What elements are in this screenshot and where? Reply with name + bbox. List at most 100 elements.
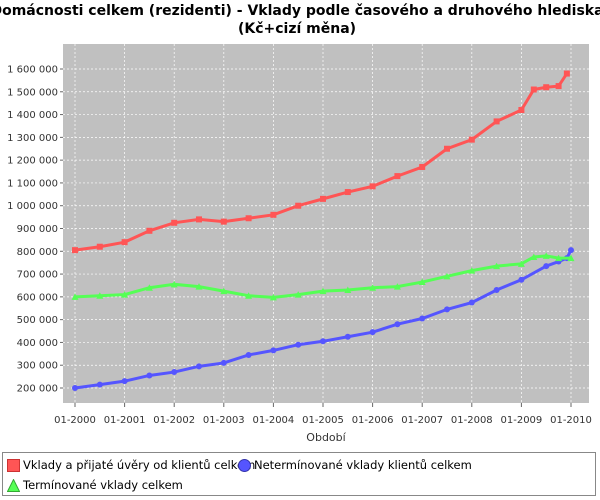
- y-tick-label: 700 000: [17, 270, 58, 281]
- series-1-point: [543, 84, 550, 91]
- chart-title-line2: (Kč+cizí měna): [238, 21, 356, 37]
- series-3-point: [220, 287, 228, 295]
- series-3-point: [567, 254, 575, 262]
- series-1-point: [369, 183, 376, 190]
- series-2-point: [220, 359, 227, 366]
- series-2-point: [146, 372, 153, 379]
- series-3-point: [517, 260, 525, 267]
- series-1-point: [121, 239, 128, 246]
- series-1-point: [270, 211, 277, 218]
- series-3-point: [319, 287, 327, 295]
- x-tick-label: 01-2002: [153, 415, 195, 426]
- y-tick-label: 800 000: [17, 247, 58, 258]
- legend-label-series-3: Termínované vklady celkem: [23, 478, 183, 492]
- series-2-point: [270, 347, 277, 354]
- series-1-point: [72, 247, 78, 254]
- y-tick-label: 900 000: [17, 224, 58, 235]
- y-tick-label: 500 000: [17, 315, 58, 326]
- series-2-point: [72, 385, 78, 391]
- series-2-point: [444, 306, 450, 313]
- series-3-point: [493, 262, 501, 270]
- x-tick-label: 01-2006: [352, 415, 394, 426]
- x-tick-label: 01-2008: [451, 415, 493, 426]
- series-1-point: [344, 189, 351, 196]
- series-2-point: [121, 378, 128, 385]
- series-1-point: [444, 145, 450, 152]
- x-axis: 01-2000 01-2001 01-2002 01-2003 01-2004 01-20…: [54, 403, 592, 426]
- legend-item-series-3: Termínované vklady celkem: [7, 478, 183, 492]
- x-tick-label: 01-2004: [253, 415, 295, 426]
- chart-title-line1: Domácnosti celkem (rezidenti) - Vklady p…: [0, 3, 600, 19]
- series-2-point: [320, 338, 326, 345]
- series-2-point: [493, 287, 500, 294]
- y-axis: 200 000 300 000 400 000 500 000 600 000 700 0…: [7, 65, 63, 395]
- series-1-point: [419, 163, 426, 170]
- series-1-point: [530, 86, 537, 93]
- series-1-point: [96, 243, 103, 250]
- series-3-point: [393, 283, 401, 290]
- legend-item-series-1: Vklady a přijaté úvěry od klientů celkem: [7, 458, 255, 472]
- series-2-point: [171, 369, 178, 376]
- legend-triangle-marker-icon: [7, 478, 20, 492]
- series-3-point: [245, 292, 253, 299]
- series-3-point: [530, 253, 538, 260]
- series-3-point: [468, 267, 476, 274]
- series-3-point: [71, 293, 79, 300]
- x-tick-label: 01-2005: [302, 415, 344, 426]
- series-3-point: [294, 291, 302, 298]
- series-3-point: [121, 291, 129, 298]
- x-tick-label: 01-2007: [401, 415, 443, 426]
- y-tick-label: 200 000: [17, 384, 58, 395]
- legend-item-series-2: Netermínované vklady klientů celkem: [238, 458, 472, 472]
- x-tick-label: 01-2010: [550, 415, 592, 426]
- series-3-point: [443, 272, 451, 280]
- series-1-point: [171, 219, 178, 226]
- series-1-point: [146, 227, 153, 234]
- y-tick-label: 1 100 000: [7, 178, 58, 189]
- series-1-point: [493, 118, 500, 125]
- series-3-point: [145, 284, 153, 291]
- x-tick-label: 01-2009: [501, 415, 543, 426]
- y-tick-label: 1 400 000: [7, 110, 58, 121]
- series-1-point: [295, 202, 302, 209]
- series-3-point: [170, 280, 178, 288]
- y-tick-label: 400 000: [17, 338, 58, 349]
- series-1-point: [394, 173, 401, 180]
- series-2-point: [568, 247, 574, 254]
- y-tick-label: 600 000: [17, 292, 58, 303]
- series-2-point: [344, 333, 351, 340]
- series-2-point: [543, 263, 550, 270]
- x-tick-label: 01-2001: [104, 415, 146, 426]
- y-tick-label: 1 300 000: [7, 133, 58, 144]
- y-tick-label: 1 000 000: [7, 201, 58, 212]
- series-2-point: [295, 341, 302, 348]
- series-1-point: [196, 216, 202, 223]
- series-1-point: [468, 136, 475, 143]
- series-1-point: [220, 218, 227, 225]
- legend: Vklady a přijaté úvěry od klientů celkem…: [2, 452, 596, 496]
- series-2-point: [394, 321, 401, 328]
- series-3-point: [344, 286, 352, 294]
- series-2-point: [468, 299, 475, 306]
- series-2-point: [419, 315, 426, 322]
- series-2-point: [245, 351, 252, 358]
- plot-area: [63, 44, 589, 403]
- series-1-point: [563, 70, 570, 77]
- series-3-point: [542, 252, 550, 259]
- series-1-point: [320, 195, 326, 202]
- series-2-point: [196, 363, 202, 370]
- x-axis-title: Období: [306, 431, 346, 444]
- series-1-point: [518, 107, 525, 114]
- series-2-point: [518, 276, 525, 283]
- series-3-point: [418, 278, 426, 286]
- y-tick-label: 1 600 000: [7, 65, 58, 76]
- y-tick-label: 1 500 000: [7, 87, 58, 98]
- legend-circle-marker-icon: [238, 458, 251, 472]
- series-3-point: [269, 293, 277, 301]
- series-3-point: [555, 254, 563, 262]
- y-tick-label: 300 000: [17, 361, 58, 372]
- legend-label-series-1: Vklady a přijaté úvěry od klientů celkem: [23, 458, 256, 472]
- legend-square-marker-icon: [7, 458, 20, 472]
- series-3-point: [195, 283, 203, 290]
